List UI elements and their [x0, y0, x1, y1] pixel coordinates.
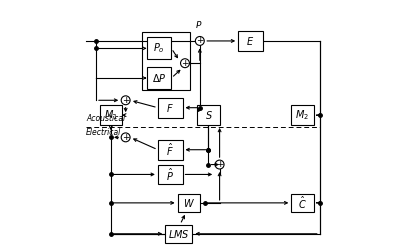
Bar [291, 105, 314, 125]
Text: $F$: $F$ [166, 102, 174, 114]
Text: $\hat{F}$: $\hat{F}$ [166, 142, 174, 158]
Text: $P$: $P$ [195, 19, 202, 30]
Circle shape [215, 160, 224, 169]
Bar [100, 105, 122, 125]
Bar [178, 194, 200, 212]
Circle shape [121, 96, 130, 105]
Text: $W$: $W$ [183, 197, 195, 209]
Text: $LMS$: $LMS$ [168, 228, 190, 240]
Text: $\Delta P$: $\Delta P$ [152, 72, 166, 84]
Circle shape [180, 59, 190, 68]
Circle shape [121, 133, 130, 142]
Text: Electrical: Electrical [86, 128, 122, 137]
Text: $M_1$: $M_1$ [104, 108, 118, 122]
Bar [197, 105, 220, 125]
Bar [291, 194, 314, 212]
Text: +: + [122, 133, 129, 142]
Text: $M_2$: $M_2$ [295, 108, 309, 122]
Bar [147, 37, 171, 60]
Text: +: + [122, 96, 129, 105]
Bar [165, 224, 192, 243]
Circle shape [195, 36, 204, 46]
Bar [158, 140, 183, 160]
Bar [147, 67, 171, 89]
Text: +: + [216, 160, 223, 169]
Text: Acoustical: Acoustical [86, 114, 125, 122]
Text: +: + [196, 36, 204, 46]
Bar [142, 32, 190, 90]
Text: $P_o$: $P_o$ [153, 42, 165, 55]
Text: $\hat{P}$: $\hat{P}$ [166, 166, 174, 182]
Bar [158, 98, 183, 117]
Text: $E$: $E$ [246, 35, 255, 47]
Bar [158, 164, 183, 184]
Text: $S$: $S$ [204, 109, 213, 121]
Bar [238, 31, 263, 51]
Text: $\hat{C}$: $\hat{C}$ [298, 195, 307, 211]
Text: +: + [181, 59, 189, 68]
